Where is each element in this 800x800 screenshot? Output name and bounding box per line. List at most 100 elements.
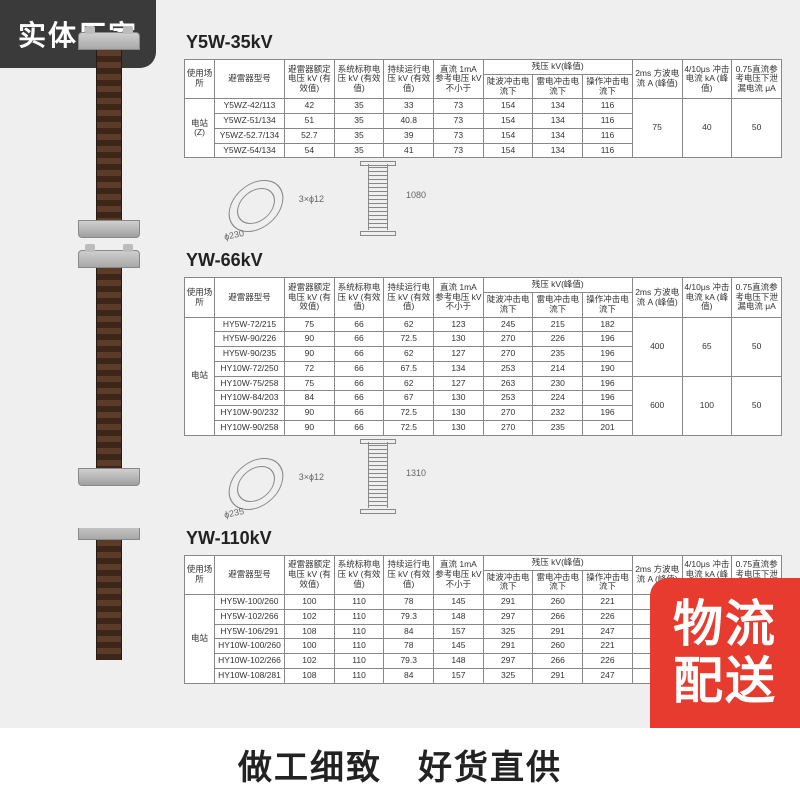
cell: HY10W-90/232 <box>215 406 285 421</box>
cell: 127 <box>434 347 484 362</box>
overall-height: 1310 <box>406 468 426 478</box>
cell: 66 <box>334 421 384 436</box>
cell: HY5W-90/235 <box>215 347 285 362</box>
cell: 235 <box>533 347 583 362</box>
cell: 232 <box>533 406 583 421</box>
cell: HY10W-75/258 <box>215 376 285 391</box>
section-title: Y5W-35kV <box>186 32 782 53</box>
footer-right: 好货直供 <box>418 740 562 789</box>
cell: 52.7 <box>285 128 335 143</box>
cell: 297 <box>483 654 533 669</box>
cell: HY10W-102/266 <box>215 654 285 669</box>
cell: 325 <box>483 624 533 639</box>
cell: 134 <box>434 361 484 376</box>
badge-line2: 配送 <box>673 653 777 711</box>
cell: 196 <box>583 391 633 406</box>
cell: 221 <box>583 639 633 654</box>
row-label: 电站 (Z) <box>185 99 215 158</box>
h-model: 避雷器型号 <box>215 278 285 317</box>
cell: 215 <box>533 317 583 332</box>
cell: 260 <box>533 595 583 610</box>
cell: 50 <box>732 376 782 435</box>
cell: 123 <box>434 317 484 332</box>
cell: 130 <box>434 332 484 347</box>
footer-bar: 做工细致 好货直供 <box>0 728 800 800</box>
cell: 73 <box>434 114 484 129</box>
h-rated: 避雷器额定电压 kV (有效值) <box>285 278 335 317</box>
h-model: 避雷器型号 <box>215 60 285 99</box>
h-410: 4/10μs 冲击电流 kA (峰值) <box>682 278 732 317</box>
cell: 157 <box>434 668 484 683</box>
spec-table-35kv: 使用场所 避雷器型号 避雷器额定电压 kV (有效值) 系统标称电压 kV (有… <box>184 59 782 158</box>
cell: HY10W-72/250 <box>215 361 285 376</box>
h-leak: 0.75直流参考电压下泄漏电流 μA <box>732 60 782 99</box>
h-dc: 直流 1mA 参考电压 kV不小于 <box>434 555 484 594</box>
h-use: 使用场所 <box>185 278 215 317</box>
cell: 72.5 <box>384 332 434 347</box>
cell: 224 <box>533 391 583 406</box>
cell: 134 <box>533 128 583 143</box>
cell: 66 <box>334 406 384 421</box>
cell: 62 <box>384 347 434 362</box>
cell: HY5W-106/291 <box>215 624 285 639</box>
cell: 201 <box>583 421 633 436</box>
cell: 35 <box>334 143 384 158</box>
cell: 291 <box>483 595 533 610</box>
cell: 130 <box>434 406 484 421</box>
h-model: 避雷器型号 <box>215 555 285 594</box>
cell: 154 <box>483 114 533 129</box>
arrester-photo-110kv <box>54 528 164 660</box>
cell: 134 <box>533 99 583 114</box>
cell: 73 <box>434 143 484 158</box>
cell: 67 <box>384 391 434 406</box>
bolt-spec: 3×ϕ12 <box>299 194 324 204</box>
h-410: 4/10μs 冲击电流 kA (峰值) <box>682 60 732 99</box>
cell: 108 <box>285 668 335 683</box>
cell: 108 <box>285 624 335 639</box>
cell: 226 <box>583 609 633 624</box>
cell: 110 <box>334 595 384 610</box>
h-2ms: 2ms 方波电流 A (峰值) <box>632 278 682 317</box>
cell: 247 <box>583 624 633 639</box>
h-use: 使用场所 <box>185 60 215 99</box>
cell: 66 <box>334 361 384 376</box>
h-res3: 操作冲击电流下 <box>583 74 633 99</box>
cell: 72 <box>285 361 335 376</box>
cell: HY5W-102/266 <box>215 609 285 624</box>
cell: 40 <box>682 99 732 158</box>
cell: HY5W-72/215 <box>215 317 285 332</box>
cell: 148 <box>434 609 484 624</box>
h-rated: 避雷器额定电压 kV (有效值) <box>285 60 335 99</box>
cell: 72.5 <box>384 406 434 421</box>
cell: 66 <box>334 332 384 347</box>
cell: 196 <box>583 376 633 391</box>
cell: 154 <box>483 143 533 158</box>
cell: 66 <box>334 376 384 391</box>
h-sys: 系统标称电压 kV (有效值) <box>334 278 384 317</box>
cell: 35 <box>334 99 384 114</box>
cell: 116 <box>583 114 633 129</box>
cell: 67.5 <box>384 361 434 376</box>
cell: 134 <box>533 114 583 129</box>
cell: 78 <box>384 639 434 654</box>
h-cont: 持续运行电压 kV (有效值) <box>384 278 434 317</box>
h-leak: 0.75直流参考电压下泄漏电流 μA <box>732 278 782 317</box>
cell: 270 <box>483 406 533 421</box>
h-res1: 陡波冲击电流下 <box>483 293 533 318</box>
outline-drawing: 1310 <box>340 442 420 516</box>
cell: 54 <box>285 143 335 158</box>
flange-dia: ϕ230 <box>223 228 245 242</box>
h-dc: 直流 1mA 参考电压 kV不小于 <box>434 60 484 99</box>
cell: 84 <box>285 391 335 406</box>
cell: 100 <box>285 639 335 654</box>
row-label: 电站 <box>185 317 215 435</box>
cell: 66 <box>334 317 384 332</box>
cell: 226 <box>533 332 583 347</box>
cell: 84 <box>384 668 434 683</box>
cell: 400 <box>632 317 682 376</box>
table-row: 电站 (Z) Y5WZ-42/113 42 35 33 73 154 134 1… <box>185 99 782 114</box>
cell: HY10W-90/258 <box>215 421 285 436</box>
cell: HY10W-108/281 <box>215 668 285 683</box>
cell: HY5W-100/260 <box>215 595 285 610</box>
arrester-photo-35kv <box>54 32 164 238</box>
